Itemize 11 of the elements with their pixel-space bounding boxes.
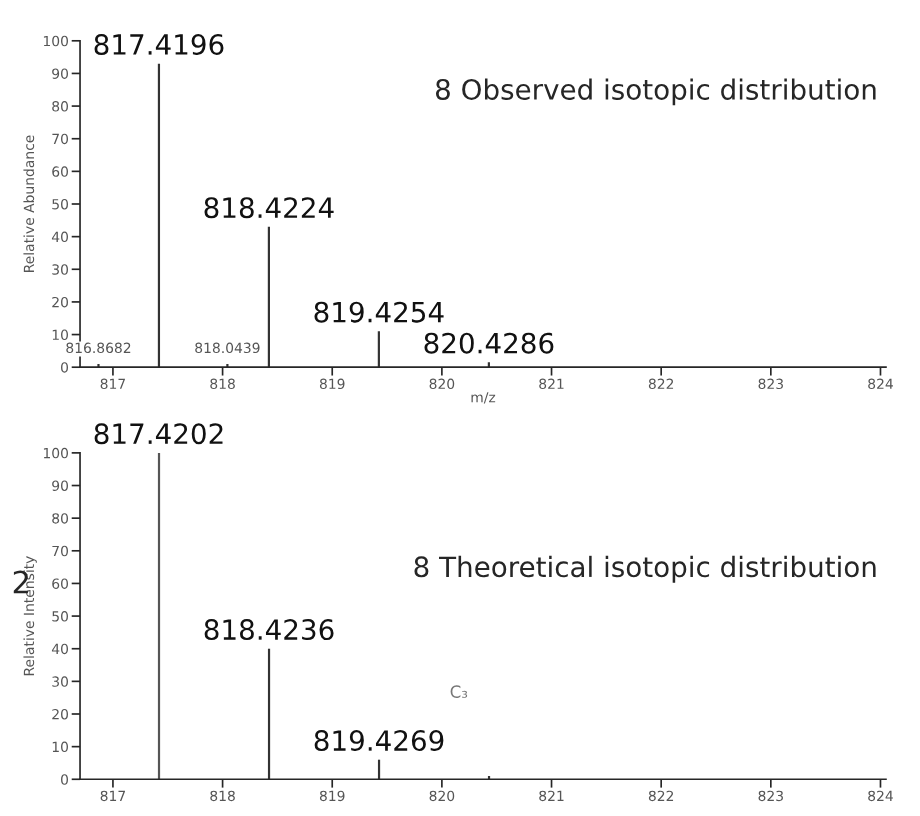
- annotation: 818.4224: [204, 197, 334, 219]
- annotation: 819.4269: [314, 730, 444, 752]
- annotation: C₃: [450, 685, 468, 698]
- annotation: 8 Observed isotopic distribution: [435, 78, 876, 106]
- annotation: 8 Theoretical isotopic distribution: [414, 555, 876, 583]
- annotation: 818.4236: [204, 619, 334, 641]
- annotation: 817.4196: [94, 33, 224, 55]
- annotation: 819.4254: [314, 301, 444, 323]
- annotation: 820.4286: [424, 332, 554, 354]
- annotation: 817.4202: [94, 423, 223, 445]
- text: 2: [13, 570, 28, 594]
